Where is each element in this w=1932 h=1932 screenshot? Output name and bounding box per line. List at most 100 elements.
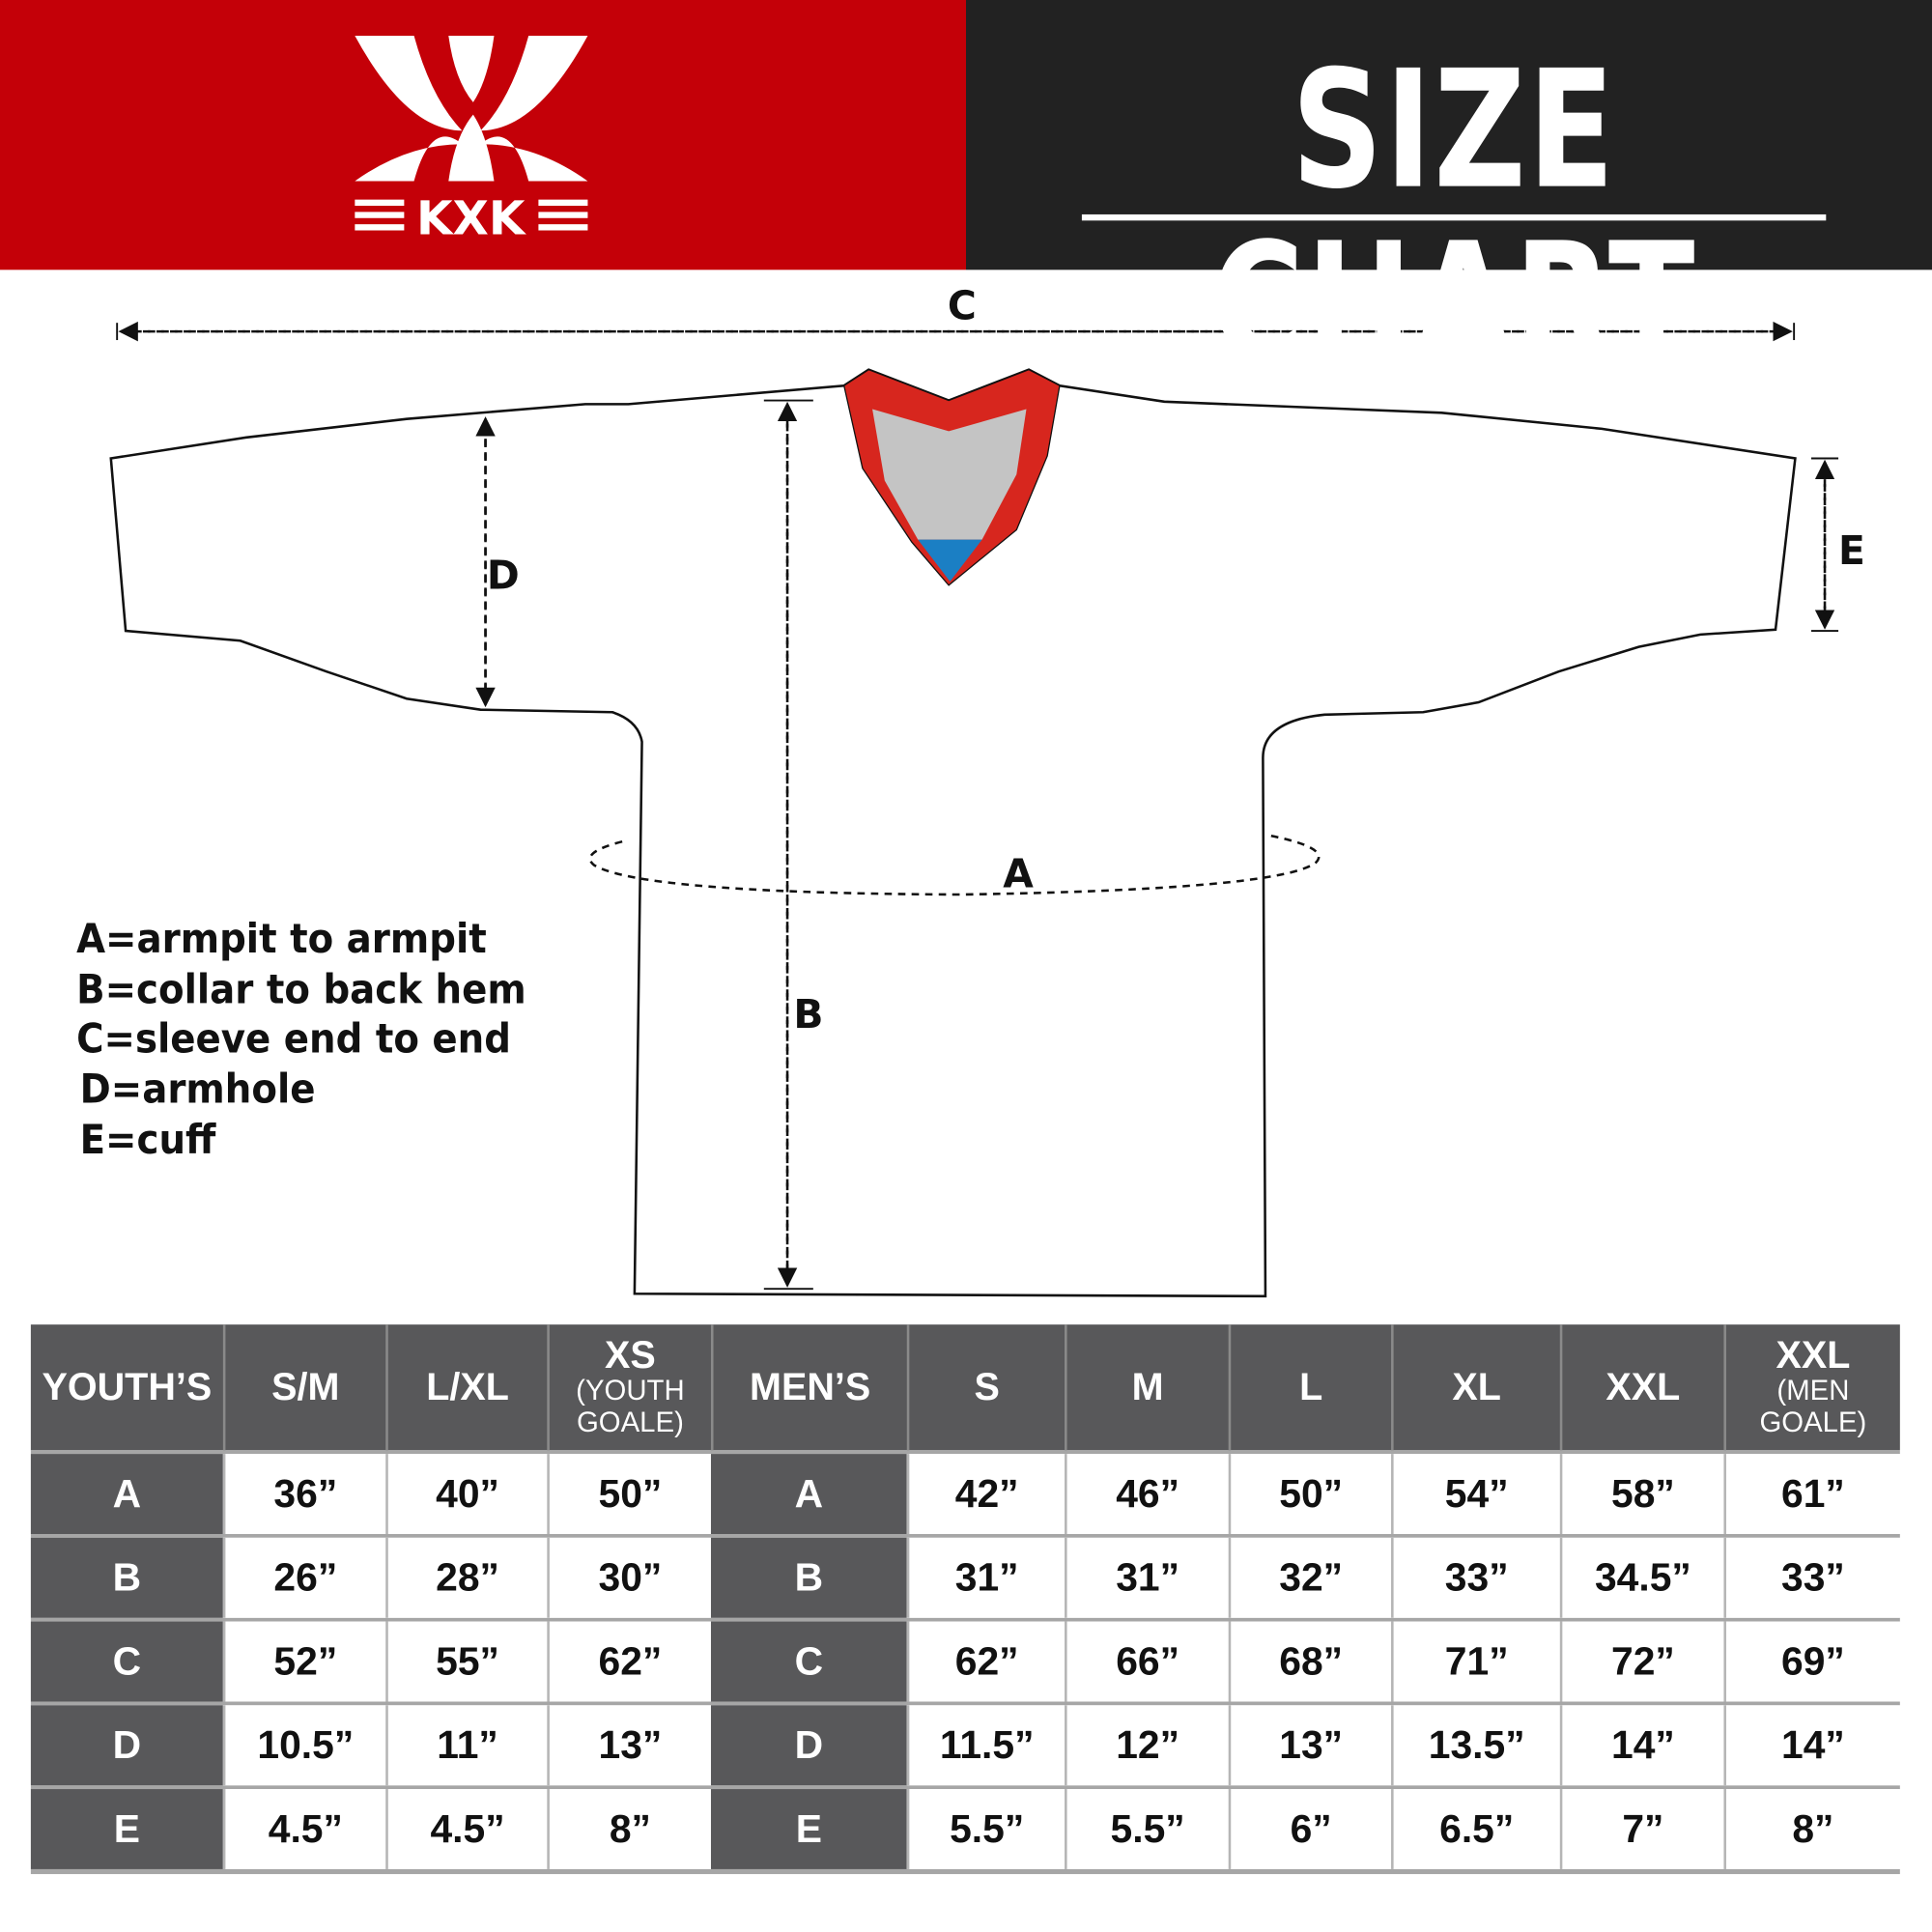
table-row: D 10.5” 11” 13” D 11.5” 12” 13” 13.5” 14” 14” — [30, 1701, 1900, 1786]
title-underline — [1081, 213, 1827, 221]
table-row: B 26” 28” 30” B 31” 31” 32” 33” 34.5” 33” — [30, 1534, 1900, 1618]
mens-value: 72” — [1559, 1621, 1724, 1702]
table-row: C 52” 55” 62” C 62” 66” 68” 71” 72” 69” — [30, 1617, 1900, 1702]
mens-value: 11.5” — [906, 1705, 1065, 1786]
size-note: (MEN GOALE) — [1759, 1374, 1867, 1438]
mens-value: 66” — [1065, 1621, 1229, 1702]
youth-value: 4.5” — [222, 1789, 386, 1869]
youth-value: 62” — [547, 1621, 711, 1702]
label-d: D — [487, 553, 520, 599]
label-b: B — [793, 991, 823, 1037]
mens-value: 34.5” — [1559, 1537, 1724, 1618]
table-header-row: YOUTH’S S/M L/XL XS (YOUTH GOALE) MEN’S S M L XL X… — [30, 1324, 1900, 1451]
youth-value: 30” — [547, 1537, 711, 1618]
label-c: C — [948, 282, 977, 328]
size-label: XS — [605, 1333, 656, 1377]
row-label: E — [30, 1789, 223, 1869]
mens-value: 13.5” — [1391, 1705, 1560, 1786]
label-a: A — [1003, 850, 1034, 896]
youth-value: 10.5” — [222, 1705, 386, 1786]
size-label: XXL — [1605, 1365, 1681, 1408]
mens-value: 69” — [1723, 1621, 1900, 1702]
mens-value: 32” — [1228, 1537, 1392, 1618]
collar-blue — [918, 539, 982, 582]
mens-size-header: XL — [1391, 1324, 1560, 1451]
mens-header: MEN’S — [710, 1324, 907, 1451]
row-label: C — [710, 1621, 907, 1702]
youth-size-header: L/XL — [385, 1324, 547, 1451]
size-label: L — [1299, 1365, 1323, 1408]
mens-value: 6” — [1228, 1789, 1392, 1869]
row-label: E — [710, 1789, 907, 1869]
row-label: B — [710, 1537, 907, 1618]
mens-size-header: L — [1228, 1324, 1391, 1451]
row-label: C — [30, 1621, 223, 1702]
size-label: XXL — [1776, 1333, 1851, 1377]
page-title: SIZE CHART — [1210, 35, 1697, 398]
mens-value: 12” — [1065, 1705, 1229, 1786]
row-label: D — [710, 1705, 907, 1786]
youth-value: 4.5” — [385, 1789, 548, 1869]
mens-value: 50” — [1228, 1454, 1392, 1535]
table-row: E 4.5” 4.5” 8” E 5.5” 5.5” 6” 6.5” 7” 8” — [30, 1785, 1900, 1875]
mens-value: 8” — [1723, 1789, 1900, 1869]
mens-value: 14” — [1559, 1705, 1724, 1786]
mens-value: 46” — [1065, 1454, 1229, 1535]
mens-value: 14” — [1723, 1705, 1900, 1786]
legend-item: D=armhole — [79, 1065, 316, 1113]
legend-item: E=cuff — [79, 1115, 216, 1163]
mens-value: 31” — [906, 1537, 1065, 1618]
size-label: XL — [1452, 1365, 1501, 1408]
youth-value: 50” — [547, 1454, 711, 1535]
mens-value: 42” — [906, 1454, 1065, 1535]
mens-size-header: M — [1065, 1324, 1229, 1451]
mens-value: 58” — [1559, 1454, 1724, 1535]
mens-value: 31” — [1065, 1537, 1229, 1618]
measurement-legend: A=armpit to armpit B=collar to back hem … — [76, 914, 526, 1165]
row-label: A — [710, 1454, 907, 1535]
legend-item: C=sleeve end to end — [76, 1014, 511, 1064]
youth-value: 11” — [385, 1705, 548, 1786]
collar-gray — [872, 409, 1027, 540]
mens-value: 13” — [1228, 1705, 1392, 1786]
svg-text:KXK: KXK — [416, 191, 527, 245]
mens-value: 5.5” — [906, 1789, 1065, 1869]
mens-value: 6.5” — [1391, 1789, 1560, 1869]
kxk-logo: KXK — [355, 35, 588, 245]
youth-size-header: XS (YOUTH GOALE) — [547, 1324, 711, 1451]
mens-value: 61” — [1723, 1454, 1900, 1535]
youth-header: YOUTH’S — [42, 1365, 213, 1408]
mens-value: 7” — [1559, 1789, 1724, 1869]
youth-value: 55” — [385, 1621, 548, 1702]
header-title-panel — [965, 0, 1932, 270]
legend-item: A=armpit to armpit — [76, 914, 487, 963]
size-note: (YOUTH GOALE) — [576, 1374, 685, 1438]
table-row: A 36” 40” 50” A 42” 46” 50” 54” 58” 61” — [30, 1450, 1900, 1535]
mens-value: 62” — [906, 1621, 1065, 1702]
mens-size-header: XXL (MEN GOALE) — [1723, 1324, 1899, 1451]
mens-value: 71” — [1391, 1621, 1560, 1702]
mens-value: 33” — [1723, 1537, 1900, 1618]
mens-value: 33” — [1391, 1537, 1560, 1618]
youth-value: 40” — [385, 1454, 548, 1535]
size-table: YOUTH’S S/M L/XL XS (YOUTH GOALE) MEN’S S M L XL X… — [30, 1324, 1900, 1875]
youth-value: 36” — [222, 1454, 386, 1535]
youth-value: 28” — [385, 1537, 548, 1618]
mens-value: 68” — [1228, 1621, 1392, 1702]
mens-size-header: XXL — [1559, 1324, 1724, 1451]
youth-value: 52” — [222, 1621, 386, 1702]
size-label: L/XL — [426, 1365, 509, 1408]
label-e: E — [1838, 527, 1865, 574]
mens-value: 54” — [1391, 1454, 1560, 1535]
youth-size-header: S/M — [222, 1324, 385, 1451]
mens-size-header: S — [906, 1324, 1065, 1451]
row-label: A — [30, 1454, 223, 1535]
row-label: D — [30, 1705, 223, 1786]
mens-value: 5.5” — [1065, 1789, 1229, 1869]
size-label: M — [1131, 1365, 1164, 1408]
legend-item: B=collar to back hem — [76, 964, 526, 1013]
youth-value: 26” — [222, 1537, 386, 1618]
youth-value: 8” — [547, 1789, 711, 1869]
youth-value: 13” — [547, 1705, 711, 1786]
